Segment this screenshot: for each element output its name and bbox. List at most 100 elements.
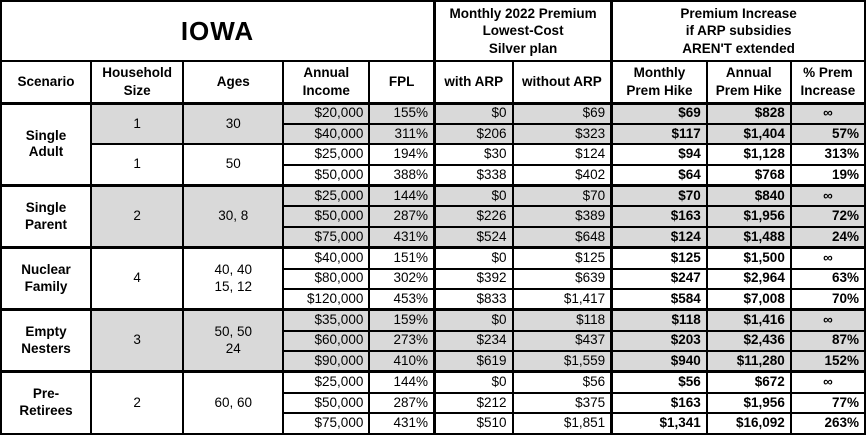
annual-hike-cell: $768	[705, 164, 792, 187]
col-header-household-size: Household Size	[90, 60, 185, 104]
annual-hike-cell: $1,128	[705, 143, 792, 167]
pct-increase-cell: 57%	[789, 123, 866, 146]
with-arp-cell: $833	[432, 288, 514, 311]
annual-hike-cell: $7,008	[705, 288, 792, 311]
pct-increase-cell: ∞	[789, 308, 866, 332]
monthly-hike-cell: $125	[610, 246, 708, 270]
fpl-cell: 311%	[368, 123, 436, 146]
monthly-hike-cell: $70	[610, 184, 708, 208]
income-cell: $120,000	[282, 288, 371, 311]
ages-cell: 60, 60	[182, 370, 285, 435]
income-cell: $75,000	[282, 412, 371, 435]
annual-hike-cell: $2,436	[705, 330, 792, 353]
pct-increase-cell: ∞	[789, 101, 866, 125]
household-size-cell: 4	[90, 246, 185, 311]
without-arp-cell: $389	[511, 205, 613, 229]
without-arp-cell: $124	[511, 143, 613, 167]
table-row: Empty Nesters 3 50, 50 24 $35,000 159% $0 $118…	[0, 308, 866, 373]
household-size-cell: 3	[90, 308, 185, 373]
table-row: $50,000 287% $226 $389 $163 $1,956 72%	[1, 205, 866, 229]
col-header-with-arp: with ARP	[432, 60, 514, 104]
annual-hike-cell: $1,500	[705, 246, 792, 270]
monthly-hike-cell: $163	[610, 205, 708, 229]
table-row: $90,000 410% $619 $1,559 $940 $11,280 152%	[1, 350, 866, 373]
monthly-hike-cell: $940	[610, 350, 708, 373]
monthly-hike-cell: $117	[610, 123, 708, 146]
ages-cell: 50, 50 24	[182, 308, 285, 373]
income-cell: $50,000	[282, 392, 371, 415]
pct-increase-cell: 313%	[789, 143, 866, 167]
income-cell: $50,000	[282, 205, 371, 229]
without-arp-cell: $118	[511, 308, 613, 332]
table-row: $75,000 431% $524 $648 $124 $1,488 24%	[1, 226, 866, 249]
with-arp-cell: $510	[432, 412, 514, 435]
fpl-cell: 410%	[368, 350, 436, 373]
fpl-cell: 144%	[368, 370, 436, 394]
with-arp-cell: $206	[432, 123, 514, 146]
col-header-monthly-prem-hike: Monthly Prem Hike	[610, 60, 708, 104]
income-cell: $25,000	[282, 143, 371, 167]
income-cell: $25,000	[282, 370, 371, 394]
with-arp-cell: $338	[432, 164, 514, 187]
annual-hike-cell: $1,956	[705, 205, 792, 229]
with-arp-cell: $0	[432, 184, 514, 208]
income-cell: $90,000	[282, 350, 371, 373]
annual-hike-cell: $1,956	[705, 392, 792, 415]
fpl-cell: 431%	[368, 226, 436, 249]
income-cell: $20,000	[282, 101, 371, 125]
without-arp-cell: $125	[511, 246, 613, 270]
scenario-cell: Nuclear Family	[0, 246, 93, 311]
table-row: $120,000 453% $833 $1,417 $584 $7,008 70%	[1, 288, 866, 311]
without-arp-cell: $1,851	[511, 412, 613, 435]
pct-increase-cell: 77%	[789, 392, 866, 415]
annual-hike-cell: $1,488	[705, 226, 792, 249]
income-cell: $80,000	[282, 268, 371, 291]
ages-cell: 30, 8	[182, 184, 285, 249]
pct-increase-cell: 63%	[789, 268, 866, 291]
fpl-cell: 273%	[368, 330, 436, 353]
annual-hike-cell: $16,092	[705, 412, 792, 435]
monthly-hike-cell: $56	[610, 370, 708, 394]
pct-increase-cell: ∞	[789, 246, 866, 270]
monthly-hike-cell: $163	[610, 392, 708, 415]
income-cell: $60,000	[282, 330, 371, 353]
table-row: Pre- Retirees 2 60, 60 $25,000 144% $0 $56 $56 $…	[0, 370, 866, 435]
fpl-cell: 431%	[368, 412, 436, 435]
fpl-cell: 194%	[368, 143, 436, 167]
without-arp-cell: $323	[511, 123, 613, 146]
pct-increase-cell: 72%	[789, 205, 866, 229]
fpl-cell: 453%	[368, 288, 436, 311]
table-title: IOWA	[0, 0, 436, 62]
with-arp-cell: $392	[432, 268, 514, 291]
household-size-cell: 1	[90, 143, 185, 187]
monthly-hike-cell: $124	[610, 226, 708, 249]
pct-increase-cell: 87%	[789, 330, 866, 353]
ages-cell: 30	[182, 101, 285, 146]
pct-increase-cell: ∞	[789, 370, 866, 394]
scenario-cell: Single Adult	[0, 101, 93, 187]
with-arp-cell: $0	[432, 246, 514, 270]
monthly-hike-cell: $247	[610, 268, 708, 291]
with-arp-cell: $0	[432, 370, 514, 394]
income-cell: $75,000	[282, 226, 371, 249]
table-row: IOWA Monthly 2022 Premium Lowest-Cost Si…	[0, 0, 866, 62]
table-row: Single Adult 1 30 $20,000 155% $0 $69 $69 $828 ∞	[0, 101, 866, 187]
annual-hike-cell: $672	[705, 370, 792, 394]
without-arp-cell: $70	[511, 184, 613, 208]
with-arp-cell: $0	[432, 101, 514, 125]
monthly-hike-cell: $1,341	[610, 412, 708, 435]
household-size-cell: 2	[90, 184, 185, 249]
fpl-cell: 159%	[368, 308, 436, 332]
fpl-cell: 155%	[368, 101, 436, 125]
with-arp-cell: $226	[432, 205, 514, 229]
income-cell: $40,000	[282, 123, 371, 146]
pct-increase-cell: 24%	[789, 226, 866, 249]
monthly-hike-cell: $94	[610, 143, 708, 167]
with-arp-cell: $619	[432, 350, 514, 373]
col-header-scenario: Scenario	[0, 60, 93, 104]
table-row: $50,000 287% $212 $375 $163 $1,956 77%	[1, 392, 866, 415]
ages-cell: 50	[182, 143, 285, 187]
table-row: $40,000 311% $206 $323 $117 $1,404 57%	[1, 123, 866, 146]
fpl-cell: 144%	[368, 184, 436, 208]
annual-hike-cell: $2,964	[705, 268, 792, 291]
